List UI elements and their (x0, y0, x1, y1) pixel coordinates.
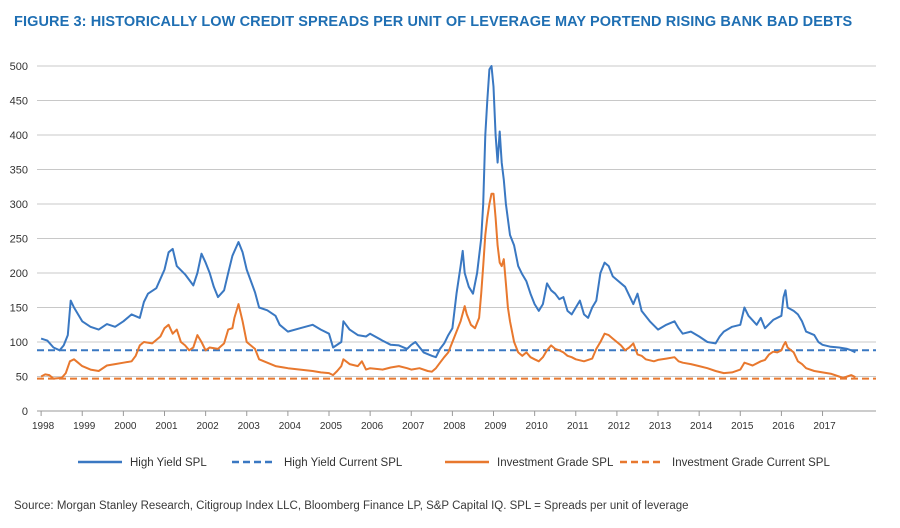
x-tick-label: 2007 (402, 421, 425, 432)
x-tick-label: 2008 (443, 421, 466, 432)
legend: High Yield SPL High Yield Current SPL Inve… (78, 457, 830, 469)
y-tick-label: 300 (10, 199, 28, 211)
x-tick-label: 2010 (526, 421, 549, 432)
x-tick-label: 2016 (772, 421, 795, 432)
legend-label: High Yield Current SPL (284, 457, 403, 469)
legend-label: Investment Grade SPL (497, 457, 614, 469)
series-line-investment-grade-spl (40, 192, 856, 380)
x-tick-label: 1998 (32, 421, 55, 432)
x-tick-label: 2011 (567, 421, 589, 432)
y-tick-label: 50 (16, 372, 28, 384)
x-tick-label: 2002 (196, 421, 219, 432)
y-tick-label: 350 (10, 165, 28, 177)
x-tick-label: 2000 (114, 421, 137, 432)
x-axis: 1998 1999 2000 2001 2002 2003 2004 2005 2006 2007… (32, 410, 876, 432)
x-tick-label: 2009 (484, 421, 507, 432)
y-tick-label: 450 (10, 96, 28, 108)
y-axis-ticks: 0 50 100 150 200 250 300 350 400 450 500 (10, 61, 28, 418)
x-tick-label: 2012 (608, 421, 631, 432)
y-tick-label: 400 (10, 130, 28, 142)
y-tick-label: 250 (10, 234, 28, 246)
source-note: Source: Morgan Stanley Research, Citigro… (14, 500, 689, 512)
x-tick-label: 2013 (649, 421, 672, 432)
series-line-high-yield-spl (40, 65, 856, 359)
x-tick-label: 2003 (238, 421, 261, 432)
gridlines (37, 65, 876, 412)
x-tick-label: 1999 (73, 421, 96, 432)
legend-label: High Yield SPL (130, 457, 207, 469)
x-tick-label: 2014 (690, 421, 713, 432)
chart-title: FIGURE 3: HISTORICALLY LOW CREDIT SPREAD… (14, 14, 853, 30)
legend-label: Investment Grade Current SPL (672, 457, 830, 469)
y-tick-label: 100 (10, 337, 28, 349)
x-tick-label: 2004 (279, 421, 302, 432)
y-tick-label: 0 (22, 406, 28, 418)
series-lines (37, 65, 876, 380)
x-tick-label: 2015 (731, 421, 754, 432)
x-tick-label: 2006 (361, 421, 384, 432)
x-tick-label: 2001 (155, 421, 178, 432)
y-tick-label: 150 (10, 303, 28, 315)
y-tick-label: 500 (10, 61, 28, 73)
y-tick-label: 200 (10, 268, 28, 280)
x-tick-label: 2017 (813, 421, 836, 432)
x-tick-label: 2005 (320, 421, 343, 432)
